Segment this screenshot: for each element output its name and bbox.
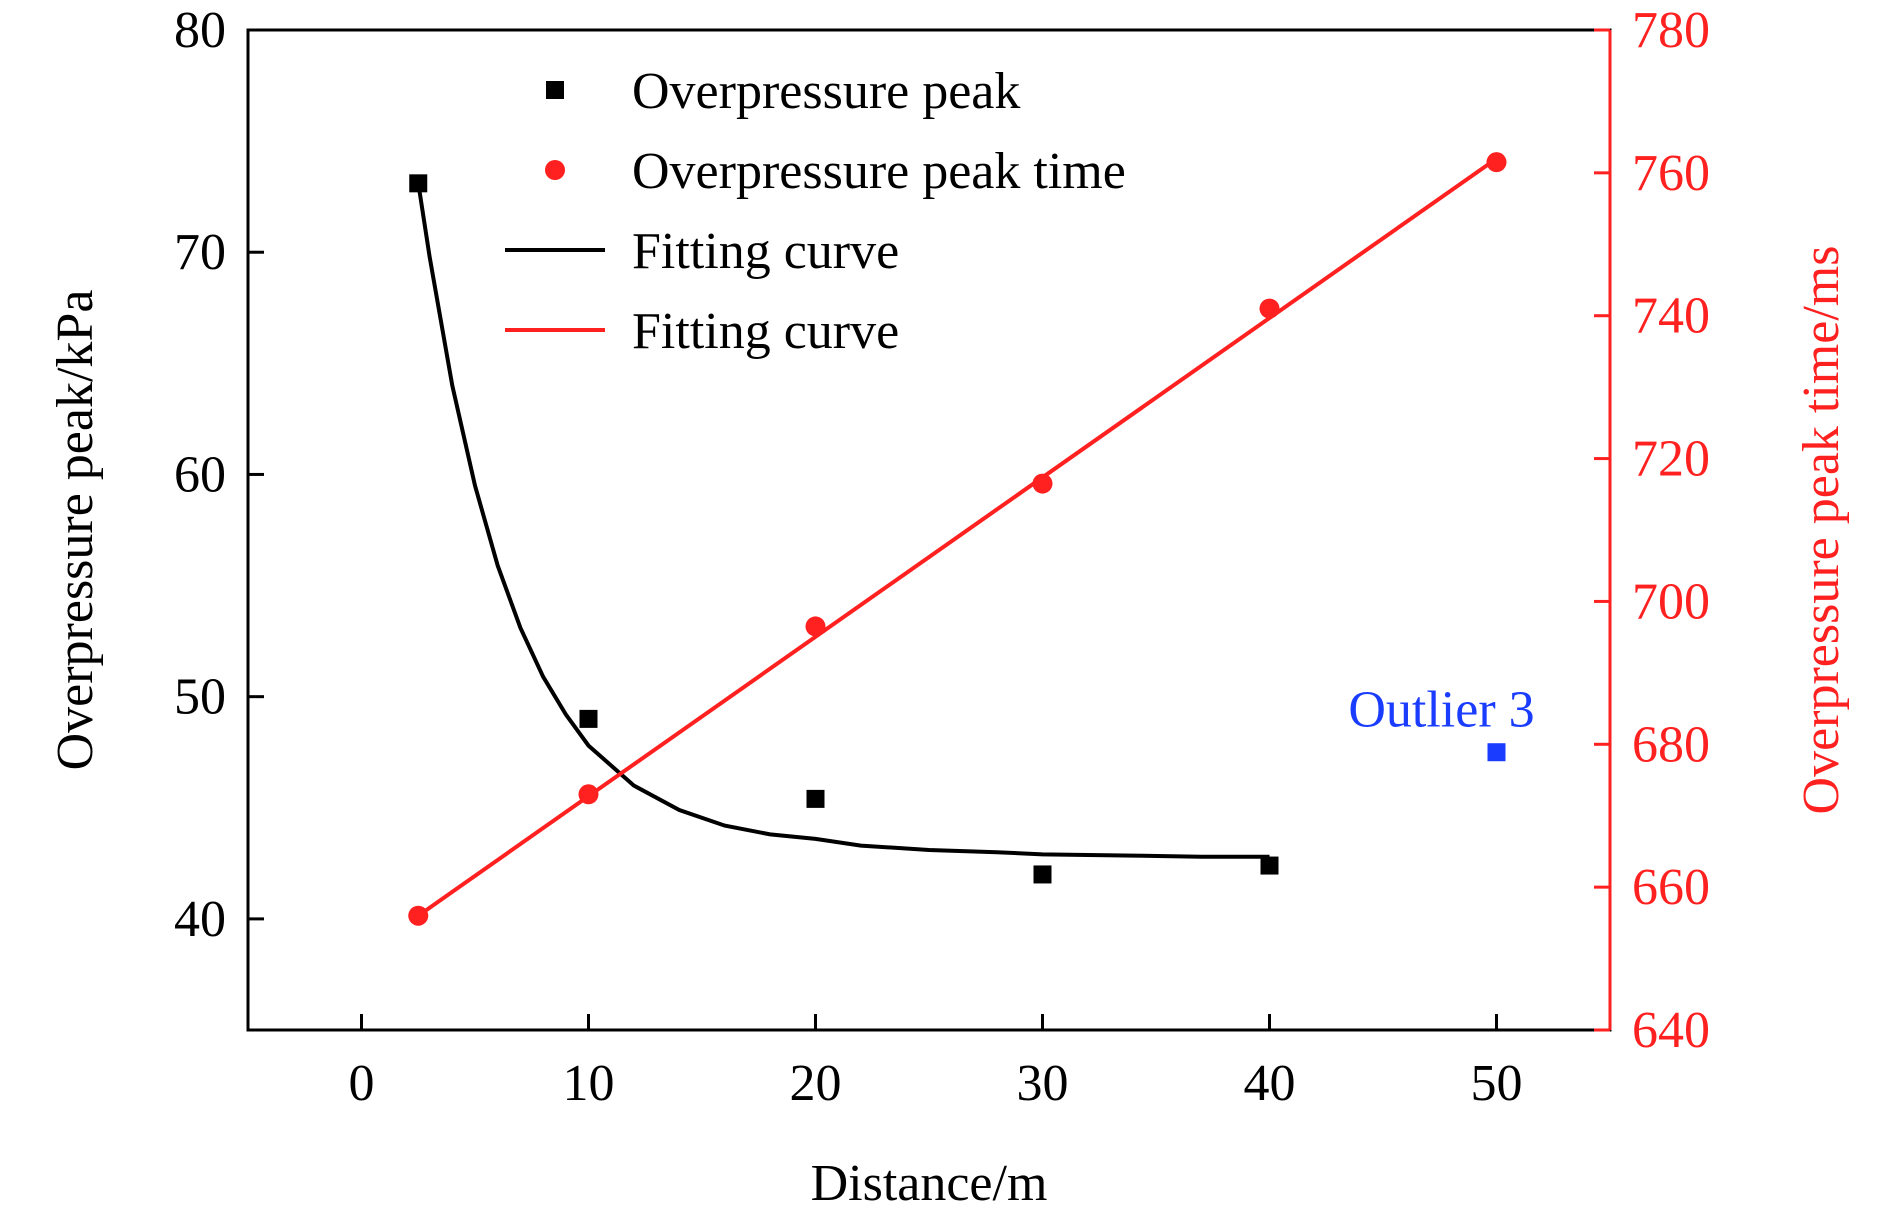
legend-square-symbol (546, 81, 564, 99)
overpressure-peak-point (806, 789, 825, 808)
fitting-curve-line (416, 182, 1270, 859)
right-y-tick-label: 780 (1632, 2, 1710, 59)
right-y-tick-label: 720 (1632, 431, 1710, 488)
x-tick-label: 30 (1017, 1055, 1069, 1112)
left-y-tick-label: 70 (174, 224, 226, 281)
overpressure-peak-point (1260, 856, 1279, 875)
peak-time-point (408, 905, 429, 926)
left-y-axis: 40 50 60 70 80 (174, 2, 264, 948)
right-y-tick-label: 680 (1632, 716, 1710, 773)
peak-time-point (805, 616, 826, 637)
x-axis: 0 10 20 30 40 50 (349, 1014, 1523, 1112)
plot-frame (246, 28, 1612, 1032)
x-tick-label: 0 (349, 1055, 375, 1112)
legend-label: Overpressure peak time (632, 143, 1126, 200)
peak-time-point (1486, 152, 1507, 173)
left-y-axis-label: Overpressure peak/kPa (47, 290, 104, 771)
left-y-tick-label: 40 (174, 891, 226, 948)
x-axis-label: Distance/m (811, 1155, 1048, 1212)
overpressure-peak-point (1033, 865, 1052, 884)
outlier-point (1487, 743, 1506, 762)
fitting-curves (416, 156, 1498, 918)
legend-label: Overpressure peak (632, 63, 1020, 120)
left-y-tick-label: 50 (174, 669, 226, 726)
legend-circle-symbol (545, 160, 565, 180)
right-y-tick-label: 660 (1632, 859, 1710, 916)
peak-time-point (578, 784, 599, 805)
peak-time-point (1259, 298, 1280, 319)
x-tick-label: 40 (1244, 1055, 1296, 1112)
x-tick-label: 10 (563, 1055, 615, 1112)
x-tick-label: 50 (1471, 1055, 1523, 1112)
right-y-tick-label: 740 (1632, 288, 1710, 345)
data-points (408, 152, 1507, 926)
fitting-curve-line (417, 156, 1498, 918)
legend-label: Fitting curve (632, 223, 899, 280)
legend-label: Fitting curve (632, 303, 899, 360)
right-y-tick-label: 700 (1632, 573, 1710, 630)
peak-time-point (1032, 473, 1053, 494)
right-y-axis: 640 660 680 700 720 740 760 780 (1594, 2, 1710, 1059)
overpressure-peak-point (579, 709, 598, 728)
right-y-tick-label: 640 (1632, 1002, 1710, 1059)
left-y-tick-label: 80 (174, 2, 226, 59)
right-y-axis-label: Overpressure peak time/ms (1793, 246, 1850, 815)
legend: Overpressure peak Overpressure peak time F… (505, 63, 1126, 360)
right-y-tick-label: 760 (1632, 145, 1710, 202)
outlier-label: Outlier 3 (1348, 682, 1534, 739)
x-tick-label: 20 (790, 1055, 842, 1112)
left-y-tick-label: 60 (174, 446, 226, 503)
annotations: Outlier 3 (1348, 682, 1534, 739)
overpressure-peak-point (409, 174, 428, 193)
